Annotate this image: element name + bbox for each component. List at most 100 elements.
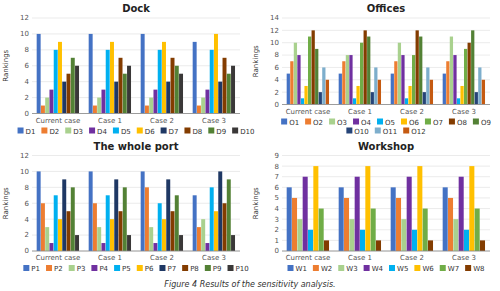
y-tick-label: 6 (25, 200, 30, 208)
legend-item: D1 (18, 128, 36, 136)
bar (119, 211, 123, 251)
background (0, 0, 500, 291)
legend-label: W4 (372, 265, 384, 273)
bar (446, 61, 449, 104)
grid-line (282, 251, 490, 252)
legend-swatch (313, 265, 319, 271)
x-tick-label: Current case (36, 117, 81, 125)
legend-label: D8 (192, 128, 202, 136)
bar (315, 49, 318, 105)
legend-swatch (182, 265, 188, 271)
legend-label: D9 (216, 128, 226, 136)
bar (460, 86, 463, 105)
bar (423, 92, 426, 104)
legend-swatch (159, 265, 165, 271)
bar (391, 187, 396, 251)
y-tick-label: 2 (25, 231, 29, 239)
chart-title: Offices (367, 3, 405, 14)
bar (356, 86, 359, 105)
y-tick-label: 8 (25, 184, 29, 192)
bar (49, 243, 53, 251)
legend-label: W2 (321, 265, 332, 273)
bar (201, 98, 205, 114)
bar (210, 187, 214, 251)
x-tick-label: Current case (286, 108, 331, 116)
figure: D1D2D3D4D5D6D7D8D9D10DockRankings0246810… (0, 0, 500, 291)
bar (175, 195, 179, 251)
bar (41, 106, 45, 114)
legend-swatch (389, 265, 395, 271)
legend-item: W4 (364, 265, 384, 273)
legend-swatch (65, 128, 71, 134)
bar (110, 42, 114, 114)
bar (214, 34, 218, 114)
legend-item: D4 (89, 128, 107, 136)
legend-swatch (232, 128, 238, 134)
chart-title: Dock (122, 3, 150, 14)
x-tick-label: Case 2 (400, 108, 424, 116)
legend-swatch (113, 128, 119, 134)
bar (408, 86, 411, 105)
legend-label: D6 (145, 128, 155, 136)
y-axis-label: Rankings (2, 187, 10, 219)
legend-swatch (465, 265, 471, 271)
figure-title: Figure 4 Results of the sensitivity anal… (164, 280, 335, 289)
legend-swatch (288, 265, 294, 271)
legend: O1O2O3O4O5O6O7O8O9O10O11O12 (281, 119, 491, 136)
bar (93, 203, 97, 251)
bar (349, 219, 354, 251)
bar (391, 74, 394, 105)
bar (480, 240, 485, 251)
bar (45, 227, 49, 251)
x-tick-label: Case 2 (150, 117, 174, 125)
legend: W1W2W3W4W5W6W7W8 (288, 265, 485, 273)
legend-item: W3 (338, 265, 357, 273)
bar (371, 209, 376, 251)
bar (464, 49, 467, 105)
bar (324, 240, 329, 251)
x-tick-label: Case 3 (202, 254, 226, 262)
legend-item: W6 (414, 265, 434, 273)
y-tick-label: 3 (275, 216, 279, 224)
bar (71, 58, 75, 114)
bar (158, 50, 162, 114)
bar (301, 98, 304, 104)
bar (416, 30, 419, 104)
legend-item: D6 (137, 128, 155, 136)
x-axis-line (32, 113, 240, 114)
bar (374, 67, 377, 104)
legend-label: O7 (433, 119, 443, 127)
legend-swatch (377, 119, 383, 125)
grid-line (282, 155, 490, 156)
bar (360, 43, 363, 105)
legend-swatch (401, 119, 407, 125)
legend-swatch (403, 128, 409, 134)
y-axis-label: Rankings (252, 45, 260, 77)
y-tick-label: 12 (20, 14, 29, 22)
bars (37, 34, 235, 114)
bar (127, 66, 131, 114)
bar (127, 235, 131, 251)
bar (153, 243, 157, 251)
y-tick-label: 0 (275, 101, 279, 109)
panel: O1O2O3O4O5O6O7O8O9O10O11O12 Offices Rankin… (252, 3, 491, 136)
bars (287, 30, 485, 104)
grid-line (282, 166, 490, 167)
bar (175, 66, 179, 114)
y-tick-label: 2 (275, 226, 279, 234)
legend-item: D10 (232, 128, 254, 136)
legend-label: P10 (236, 265, 249, 273)
legend-swatch (41, 128, 47, 134)
bar (145, 106, 149, 114)
legend-item: P8 (182, 265, 199, 273)
legend-item: O3 (329, 119, 347, 127)
bar (464, 230, 469, 251)
legend-item: P1 (23, 265, 40, 273)
bar (448, 198, 453, 251)
y-tick-label: 12 (270, 27, 279, 35)
bar (37, 34, 41, 114)
x-tick-label: Case 2 (150, 254, 174, 262)
legend-item: P4 (91, 265, 108, 273)
legend-item: P6 (137, 265, 154, 273)
bar (430, 80, 433, 105)
